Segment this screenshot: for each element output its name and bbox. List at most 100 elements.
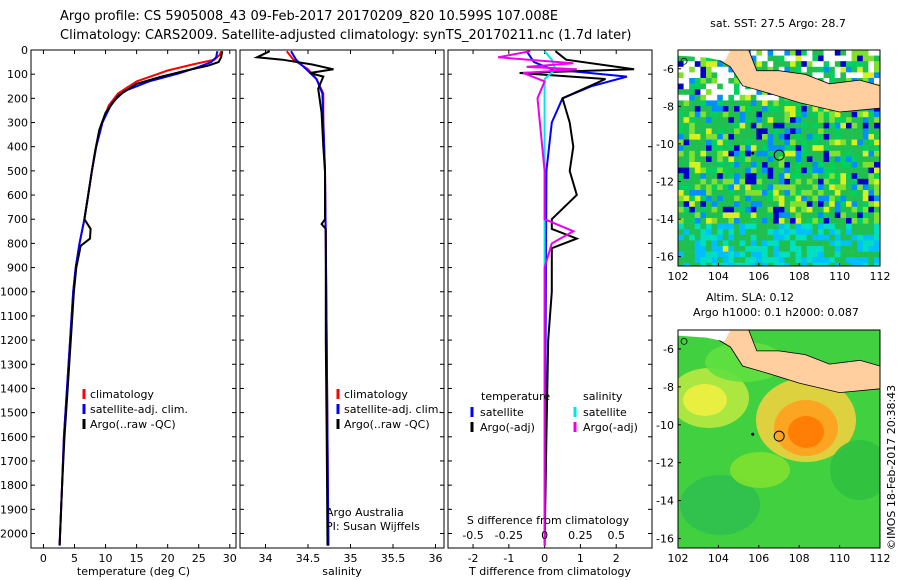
sst-cell: [806, 72, 813, 79]
sst-cell: [862, 218, 869, 224]
sst-cell: [711, 195, 718, 202]
sst-cell: [773, 111, 780, 118]
sst-cell: [868, 55, 875, 62]
sst-cell: [868, 117, 875, 124]
y-tick-label: 2000: [0, 527, 28, 540]
sst-cell: [756, 257, 763, 264]
legend-entry: Argo(..raw -QC): [90, 418, 176, 431]
sst-cell: [823, 145, 830, 152]
sst-cell: [756, 100, 763, 107]
sst-cell: [722, 83, 729, 90]
sst-cell: [762, 94, 768, 101]
sst-cell: [767, 229, 774, 236]
sst-cell: [862, 111, 869, 118]
sst-cell: [790, 66, 796, 73]
sst-cell: [694, 184, 701, 191]
sst-cell: [778, 234, 785, 241]
sst-cell: [862, 195, 869, 202]
sst-cell: [846, 223, 852, 230]
sst-cell: [801, 111, 808, 118]
sst-cell: [846, 78, 852, 84]
sst-cell: [874, 145, 880, 152]
sst-cell: [745, 251, 752, 258]
sst-cell: [739, 240, 746, 247]
sst-cell: [868, 66, 875, 73]
sst-cell: [846, 229, 852, 236]
sst-cell: [818, 201, 824, 208]
sst-cell: [806, 106, 813, 112]
sst-cell: [790, 100, 796, 107]
sst-cell: [778, 212, 785, 219]
sst-cell: [862, 145, 869, 152]
sst-cell: [846, 128, 852, 135]
climatology-title: Climatology: CARS2009. Satellite-adjuste…: [60, 28, 632, 43]
sst-cell: [762, 128, 768, 135]
sst-cell: [762, 240, 768, 247]
sst-cell: [778, 262, 785, 266]
sst-cell: [683, 61, 690, 68]
sst-cell: [778, 201, 785, 208]
sst-cell: [762, 106, 768, 112]
sst-cell: [683, 167, 690, 174]
sst-cell: [711, 106, 718, 112]
sst-cell: [717, 206, 724, 213]
sst-cell: [767, 145, 774, 152]
sst-cell: [700, 167, 707, 174]
sst-cell: [795, 212, 802, 219]
sst-cell: [801, 122, 808, 129]
sst-cell: [840, 206, 847, 213]
sst-cell: [739, 100, 746, 107]
sst-cell: [745, 128, 752, 135]
sst-cell: [840, 122, 847, 129]
sst-cell: [706, 251, 712, 258]
sst-cell: [868, 111, 875, 118]
sst-cell: [834, 50, 841, 56]
map-title: sat. SST: 27.5 Argo: 28.7: [710, 17, 846, 30]
sst-cell: [734, 195, 740, 202]
sst-cell: [806, 246, 813, 252]
sst-cell: [840, 201, 847, 208]
sst-cell: [728, 257, 735, 264]
sst-cell: [784, 184, 791, 191]
sst-cell: [862, 150, 869, 157]
map-y-tick-label: -12: [656, 175, 674, 188]
sst-cell: [767, 190, 774, 196]
sst-cell: [862, 246, 869, 252]
sst-cell: [700, 162, 707, 168]
sst-cell: [868, 72, 875, 79]
sst-cell: [683, 55, 690, 62]
sst-cell: [773, 106, 780, 112]
sst-cell: [722, 94, 729, 101]
sst-cell: [728, 246, 735, 252]
sst-cell: [784, 234, 791, 241]
sst-cell: [756, 111, 763, 118]
sst-cell: [700, 106, 707, 112]
sst-cell: [694, 229, 701, 236]
sst-cell: [778, 223, 785, 230]
sst-cell: [711, 257, 718, 264]
sst-cell: [734, 78, 740, 84]
sst-cell: [756, 262, 763, 266]
sst-cell: [773, 190, 780, 196]
y-tick-label: 1100: [0, 310, 28, 323]
sst-cell: [868, 162, 875, 168]
sst-cell: [739, 218, 746, 224]
sst-cell: [683, 117, 690, 124]
sst-cell: [784, 173, 791, 180]
sst-cell: [846, 156, 852, 163]
sst-cell: [689, 167, 696, 174]
sst-cell: [851, 162, 858, 168]
sst-cell: [728, 262, 735, 266]
sst-cell: [767, 262, 774, 266]
sst-cell: [801, 218, 808, 224]
sst-cell: [806, 251, 813, 258]
sst-cell: [745, 262, 752, 266]
map-y-tick-label: -12: [656, 457, 674, 470]
sst-cell: [750, 117, 757, 124]
sst-cell: [823, 212, 830, 219]
sst-cell: [773, 134, 780, 140]
sst-cell: [717, 251, 724, 258]
sst-cell: [711, 89, 718, 96]
sst-cell: [806, 178, 813, 185]
